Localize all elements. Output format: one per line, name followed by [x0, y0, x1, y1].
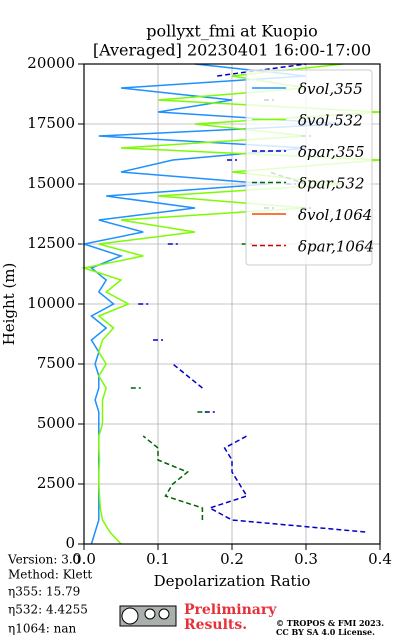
preliminary: Preliminary [184, 602, 277, 618]
y-tick-label: 20000 [27, 54, 75, 72]
x-tick-label: 0.2 [220, 550, 244, 568]
y-tick-label: 17500 [27, 114, 75, 132]
legend-label: δpar,355 [298, 143, 365, 161]
y-tick-label: 15000 [27, 174, 75, 192]
y-tick-label: 5000 [37, 414, 75, 432]
method: Method: Klett [8, 568, 92, 582]
profile-line [207, 435, 366, 533]
y-tick-label: 10000 [27, 294, 75, 312]
x-tick-label: 0.3 [294, 550, 318, 568]
x-tick-label: 0.4 [368, 550, 392, 568]
eta-355: η355: 15.79 [8, 585, 80, 599]
results: Results. [184, 617, 247, 633]
y-tick-label: 0 [65, 534, 75, 552]
chart-subtitle: [Averaged] 20230401 16:00-17:00 [93, 41, 371, 60]
x-tick-label: 0.0 [72, 550, 96, 568]
y-tick-label: 12500 [27, 234, 75, 252]
legend-label: δvol,355 [298, 80, 363, 98]
version: Version: 3.0 [7, 553, 80, 567]
legend-label: δvol,1064 [298, 206, 372, 224]
profile-line [81, 63, 381, 545]
eta-1064: η1064: nan [8, 622, 76, 636]
y-tick-label: 7500 [37, 354, 75, 372]
plot-frame [83, 63, 381, 545]
chart-title: pollyxt_fmi at Kuopio [146, 22, 317, 41]
license: CC BY SA 4.0 License. [276, 627, 375, 637]
profile-line [172, 363, 203, 389]
cc-logo [119, 605, 177, 627]
legend-label: δpar,532 [298, 175, 365, 193]
profile-line [142, 435, 204, 520]
y-tick-label: 2500 [37, 474, 75, 492]
legend-label: δpar,1064 [298, 238, 374, 256]
x-axis-label: Depolarization Ratio [154, 572, 311, 590]
copyright: © TROPOS & FMI 2023. [276, 618, 384, 628]
eta-532: η532: 4.4255 [8, 603, 88, 617]
x-tick-label: 0.1 [146, 550, 170, 568]
legend-label: δvol,532 [298, 112, 363, 130]
y-axis-label: Height (m) [0, 263, 18, 346]
legend-box [245, 69, 373, 266]
